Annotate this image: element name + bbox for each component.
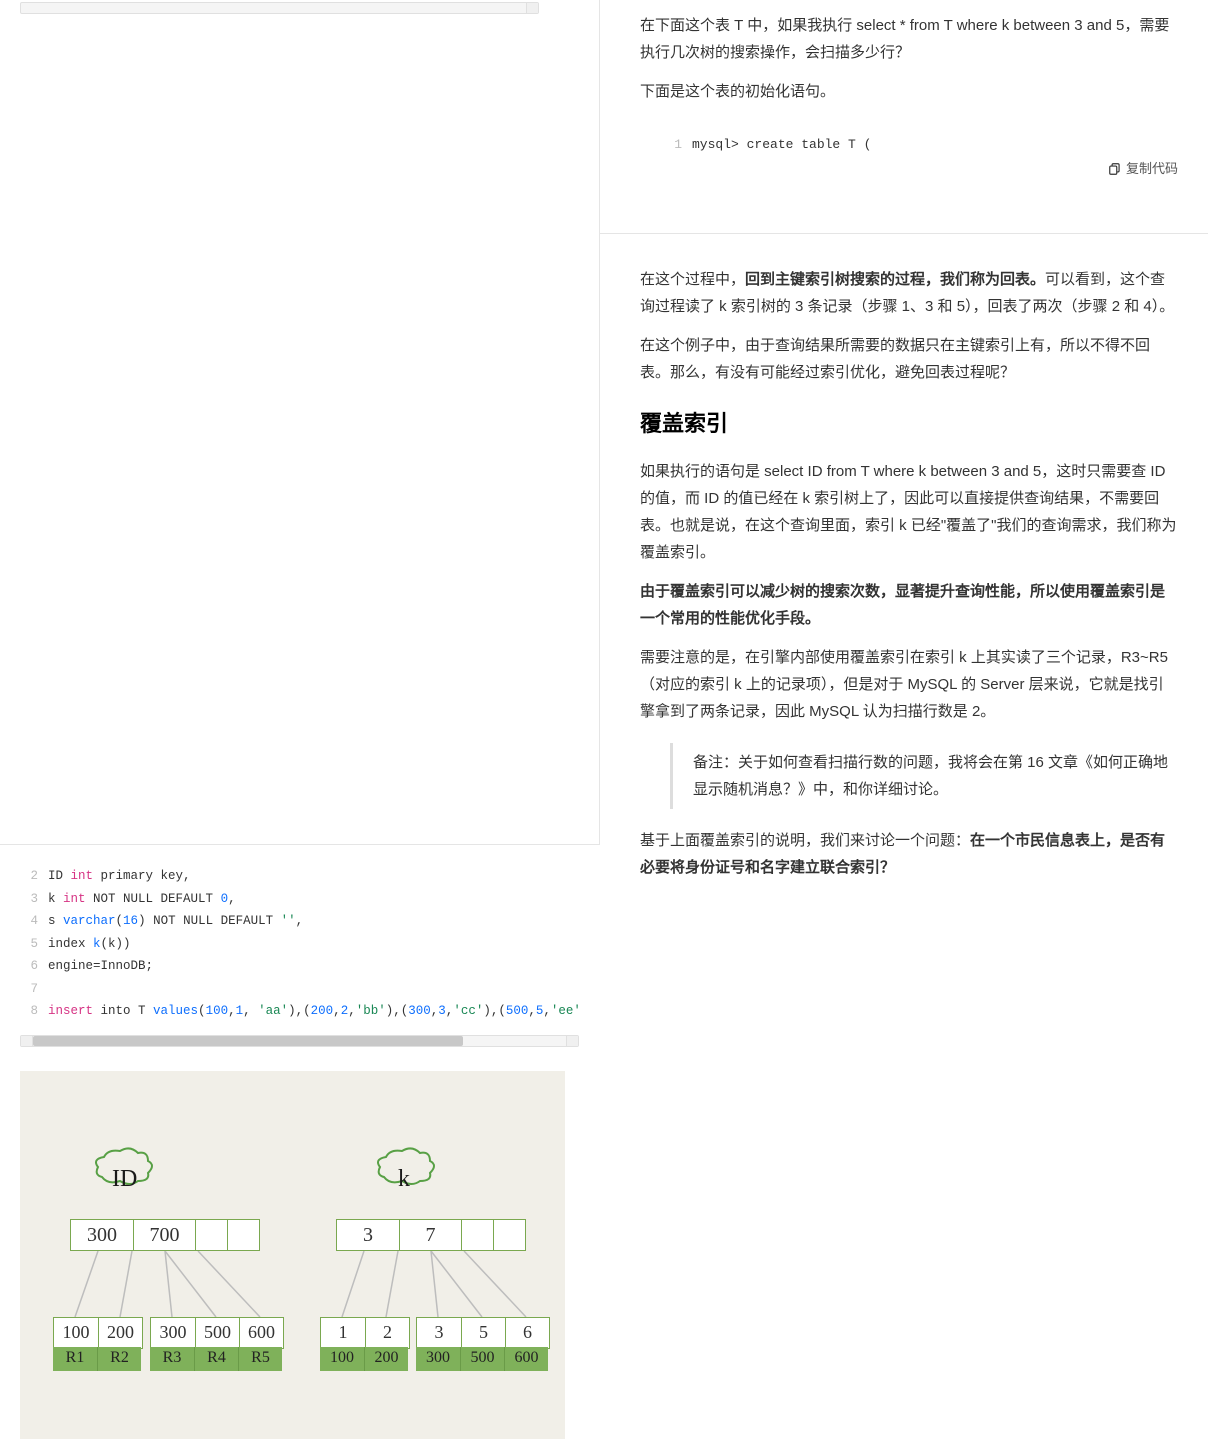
paragraph-example: 在这个例子中，由于查询结果所需要的数据只在主键索引上有，所以不得不回表。那么，有… <box>640 332 1178 386</box>
cell: 300 <box>71 1220 133 1250</box>
leaf-cell: 300 <box>151 1318 195 1348</box>
right-column: 在下面这个表 T 中，如果我执行 select * from T where k… <box>600 0 1208 845</box>
leaf-tags: R1R2 <box>53 1347 141 1371</box>
code-line: 5index k(k)) <box>20 933 579 956</box>
cell: 3 <box>337 1220 399 1250</box>
cell: 700 <box>133 1220 195 1250</box>
inner-node: 300700 <box>70 1219 260 1251</box>
leaf-node: 12 <box>320 1317 410 1349</box>
leaf-cell: 3 <box>417 1318 461 1348</box>
copy-code-button[interactable]: 复制代码 <box>1108 157 1178 180</box>
diagram-connector-lines <box>20 1071 565 1439</box>
leaf-tag: 600 <box>504 1347 548 1371</box>
code-line-no: 1 <box>660 133 682 156</box>
code-line: 8insert into T values(100,1, 'aa'),(200,… <box>20 1000 579 1023</box>
scroll-nub-right[interactable] <box>566 1036 578 1046</box>
note-blockquote: 备注：关于如何查看扫描行数的问题，我将会在第 16 文章《如何正确地显示随机消息… <box>670 743 1178 809</box>
leaf-tag: 500 <box>460 1347 504 1371</box>
cell <box>195 1220 227 1250</box>
page-root: 2ID int primary key,3k int NOT NULL DEFA… <box>0 0 1208 845</box>
paragraph-cover-2: 由于覆盖索引可以减少树的搜索次数，显著提升查询性能，所以使用覆盖索引是一个常用的… <box>640 578 1178 632</box>
right-top-area: 在下面这个表 T 中，如果我执行 select * from T where k… <box>600 12 1208 234</box>
leaf-cell: 500 <box>195 1318 239 1348</box>
index-tree-diagram: IDk30070037100200R1R2300500600R3R4R51210… <box>20 1071 565 1439</box>
leaf-cell: 2 <box>365 1318 409 1348</box>
leaf-tag: R3 <box>150 1347 194 1371</box>
leaf-cell: 5 <box>461 1318 505 1348</box>
tree-label: k <box>398 1158 410 1201</box>
code-line: 2ID int primary key, <box>20 865 579 888</box>
code-line: 7 <box>20 978 579 1001</box>
scroll-nub-left[interactable] <box>21 1036 33 1046</box>
right-main-area: 在这个过程中，回到主键索引树搜索的过程，我们称为回表。可以看到，这个查询过程读了… <box>600 234 1208 881</box>
leaf-tag: R2 <box>97 1347 141 1371</box>
text-bold: 由于覆盖索引可以减少树的搜索次数，显著提升查询性能，所以使用覆盖索引是一个常用的… <box>640 583 1165 627</box>
leaf-tags: 300500600 <box>416 1347 548 1371</box>
cell <box>461 1220 493 1250</box>
cell <box>227 1220 259 1250</box>
scroll-thumb[interactable] <box>33 1036 463 1046</box>
paragraph-huibiao: 在这个过程中，回到主键索引树搜索的过程，我们称为回表。可以看到，这个查询过程读了… <box>640 266 1178 320</box>
inner-node: 37 <box>336 1219 526 1251</box>
cell <box>493 1220 525 1250</box>
code-text: mysql> create table T ( <box>692 137 871 152</box>
leaf-cell: 200 <box>98 1318 142 1348</box>
sql-code-block: 2ID int primary key,3k int NOT NULL DEFA… <box>20 865 579 1023</box>
leaf-cell: 1 <box>321 1318 365 1348</box>
leaf-cell: 600 <box>239 1318 283 1348</box>
paragraph-question: 基于上面覆盖索引的说明，我们来讨论一个问题：在一个市民信息表上，是否有必要将身份… <box>640 827 1178 881</box>
leaf-tag: R5 <box>238 1347 282 1371</box>
tree-label: ID <box>112 1158 137 1201</box>
paragraph-intro-1: 在下面这个表 T 中，如果我执行 select * from T where k… <box>640 12 1180 66</box>
leaf-tag: R4 <box>194 1347 238 1371</box>
leaf-cell: 100 <box>54 1318 98 1348</box>
paragraph-cover-1: 如果执行的语句是 select ID from T where k betwee… <box>640 458 1178 566</box>
paragraph-intro-2: 下面是这个表的初始化语句。 <box>640 78 1180 105</box>
leaf-node: 356 <box>416 1317 550 1349</box>
code-line: 1 mysql> create table T ( <box>660 133 1180 156</box>
left-column: 2ID int primary key,3k int NOT NULL DEFA… <box>0 0 600 845</box>
text-bold: 回到主键索引树搜索的过程，我们称为回表。 <box>745 271 1045 288</box>
leaf-tags: 100200 <box>320 1347 408 1371</box>
code-line: 4s varchar(16) NOT NULL DEFAULT '', <box>20 910 579 933</box>
blockquote-text: 备注：关于如何查看扫描行数的问题，我将会在第 16 文章《如何正确地显示随机消息… <box>693 754 1168 798</box>
code-line: 3k int NOT NULL DEFAULT 0, <box>20 888 579 911</box>
leaf-tags: R3R4R5 <box>150 1347 282 1371</box>
scroll-nub-right[interactable] <box>526 3 538 13</box>
scrollbar-stub-top[interactable] <box>20 2 539 14</box>
leaf-node: 100200 <box>53 1317 143 1349</box>
leaf-node: 300500600 <box>150 1317 284 1349</box>
leaf-tag: 100 <box>320 1347 364 1371</box>
text-span: 在这个过程中， <box>640 271 745 288</box>
leaf-tag: R1 <box>53 1347 97 1371</box>
horizontal-scrollbar[interactable] <box>20 1035 579 1047</box>
text-span: 基于上面覆盖索引的说明，我们来讨论一个问题： <box>640 832 970 849</box>
left-top-area <box>0 0 599 845</box>
cell: 7 <box>399 1220 461 1250</box>
copy-icon <box>1108 162 1122 176</box>
code-line: 6engine=InnoDB; <box>20 955 579 978</box>
leaf-cell: 6 <box>505 1318 549 1348</box>
leaf-tag: 200 <box>364 1347 408 1371</box>
code-snippet-create: 1 mysql> create table T ( <box>640 127 1180 162</box>
left-lower-area: 2ID int primary key,3k int NOT NULL DEFA… <box>0 845 599 1439</box>
copy-code-label: 复制代码 <box>1126 157 1178 180</box>
leaf-tag: 300 <box>416 1347 460 1371</box>
section-heading-covering-index: 覆盖索引 <box>640 404 1178 444</box>
paragraph-cover-3: 需要注意的是，在引擎内部使用覆盖索引在索引 k 上其实读了三个记录，R3~R5（… <box>640 644 1178 725</box>
